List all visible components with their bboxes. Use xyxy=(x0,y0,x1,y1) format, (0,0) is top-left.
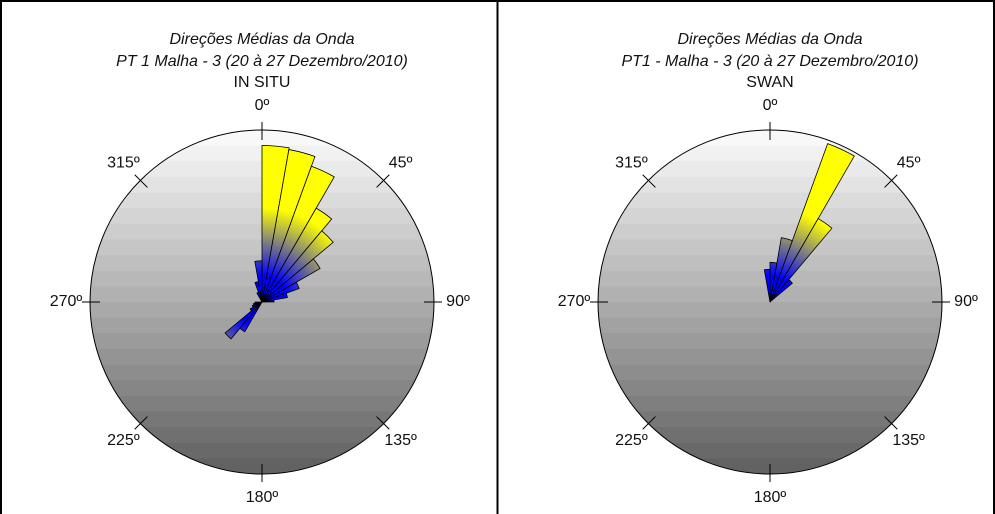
rose-wedge xyxy=(261,281,300,303)
background-band xyxy=(90,380,434,397)
background-band xyxy=(598,333,942,350)
angle-tick-label: 180º xyxy=(246,489,279,506)
angle-tick xyxy=(884,174,898,188)
background-band xyxy=(598,395,942,413)
angle-tick-label: 45º xyxy=(897,155,921,172)
chart-subtitle: PT 1 Malha - 3 (20 à 27 Dezembro/2010) xyxy=(116,53,408,70)
background-band xyxy=(598,427,942,444)
angle-tick-label: 90º xyxy=(446,293,470,310)
background-band xyxy=(598,161,942,178)
rose-wedge xyxy=(261,258,321,303)
background-band xyxy=(598,145,942,163)
rose-wedge xyxy=(261,230,334,303)
background-band xyxy=(90,317,434,335)
background-band xyxy=(598,442,942,460)
angle-tick xyxy=(884,416,898,430)
angle-tick-label: 270º xyxy=(558,293,591,310)
angle-tick-label: 135º xyxy=(384,432,417,449)
background-band xyxy=(90,442,434,460)
angle-tick-label: 0º xyxy=(255,97,270,114)
background-band xyxy=(90,395,434,413)
rose-wedge xyxy=(769,279,793,303)
rose-wedge xyxy=(261,165,335,303)
chart-title: Direções Médias da Onda xyxy=(170,31,355,48)
angle-tick-label: 180º xyxy=(754,489,787,506)
background-band xyxy=(598,239,942,257)
background-band xyxy=(90,348,434,366)
background-band xyxy=(598,348,942,366)
rose-wedge xyxy=(769,218,833,303)
angle-tick-label: 0º xyxy=(763,97,778,114)
background-band xyxy=(90,333,434,350)
angle-tick-label: 270º xyxy=(50,293,83,310)
rose-wedge xyxy=(224,301,263,340)
angle-tick-label: 315º xyxy=(107,155,140,172)
rose-wedge xyxy=(261,207,333,303)
rose-wedge xyxy=(261,149,316,303)
angle-tick xyxy=(376,174,390,188)
chart-label: SWAN xyxy=(746,74,793,91)
rose-wedge xyxy=(769,262,778,303)
background-band xyxy=(598,364,942,382)
chart-title: Direções Médias da Onda xyxy=(678,31,863,48)
background-band xyxy=(90,411,434,429)
rose-wedge xyxy=(261,292,288,303)
angle-tick xyxy=(642,174,656,188)
background-band xyxy=(90,302,434,319)
background-band xyxy=(598,317,942,335)
rose-wedge xyxy=(769,237,793,303)
angle-tick xyxy=(642,416,656,430)
angle-tick xyxy=(376,416,390,430)
angle-tick-label: 225º xyxy=(615,432,648,449)
rose-wedge xyxy=(254,301,263,304)
background-band xyxy=(598,192,942,210)
chart-label: IN SITU xyxy=(234,74,291,91)
rose-wedge xyxy=(261,299,275,303)
angle-tick-label: 225º xyxy=(107,432,140,449)
background-band xyxy=(598,411,942,429)
background-band xyxy=(598,208,942,225)
background-band xyxy=(598,380,942,397)
rose-wedge xyxy=(249,301,263,312)
rose-wedge xyxy=(256,291,263,303)
rose-wedge xyxy=(769,143,855,303)
chart-subtitle: PT1 - Malha - 3 (20 à 27 Dezembro/2010) xyxy=(621,53,918,70)
background-band xyxy=(598,223,942,241)
angle-tick-label: 90º xyxy=(954,293,978,310)
background-band xyxy=(90,427,434,444)
background-band xyxy=(598,302,942,319)
background-band xyxy=(598,176,942,194)
rose-wedge xyxy=(763,268,771,303)
angle-tick-label: 135º xyxy=(892,432,925,449)
angle-tick-label: 45º xyxy=(389,155,413,172)
angle-tick-label: 315º xyxy=(615,155,648,172)
angle-tick xyxy=(134,416,148,430)
rose-wedge xyxy=(239,301,263,333)
angle-tick xyxy=(134,174,148,188)
background-band xyxy=(90,364,434,382)
